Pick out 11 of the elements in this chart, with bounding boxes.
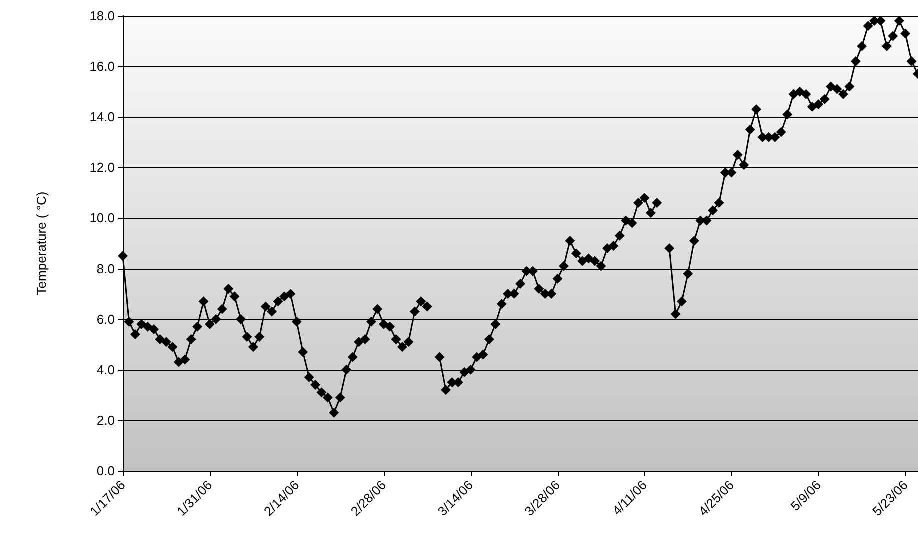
y-tick-label: 18.0: [90, 8, 115, 24]
y-tick-label: 4.0: [96, 362, 115, 378]
y-tick-label: 14.0: [90, 110, 115, 125]
y-axis-title: Temperature ( °C): [34, 192, 49, 296]
y-tick-label: 16.0: [90, 59, 115, 74]
y-tick-label: 8.0: [96, 261, 115, 276]
y-tick-label: 12.0: [90, 160, 115, 176]
y-tick-label: 0.0: [96, 464, 115, 478]
y-tick-label: 10.0: [90, 210, 115, 226]
y-tick-label: 6.0: [96, 312, 115, 327]
y-tick-label: 2.0: [96, 412, 115, 428]
